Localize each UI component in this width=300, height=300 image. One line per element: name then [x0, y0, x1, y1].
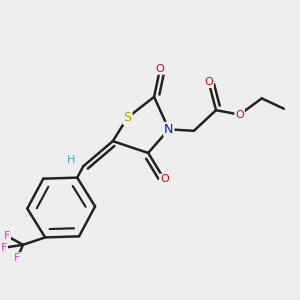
Text: F: F: [14, 253, 20, 263]
Text: O: O: [204, 77, 213, 87]
Text: N: N: [164, 123, 173, 136]
Text: O: O: [156, 64, 164, 74]
Text: F: F: [1, 243, 7, 253]
Text: S: S: [124, 111, 131, 124]
Text: O: O: [235, 110, 244, 120]
Text: F: F: [4, 231, 10, 241]
Text: H: H: [67, 155, 76, 165]
Text: O: O: [160, 175, 169, 184]
